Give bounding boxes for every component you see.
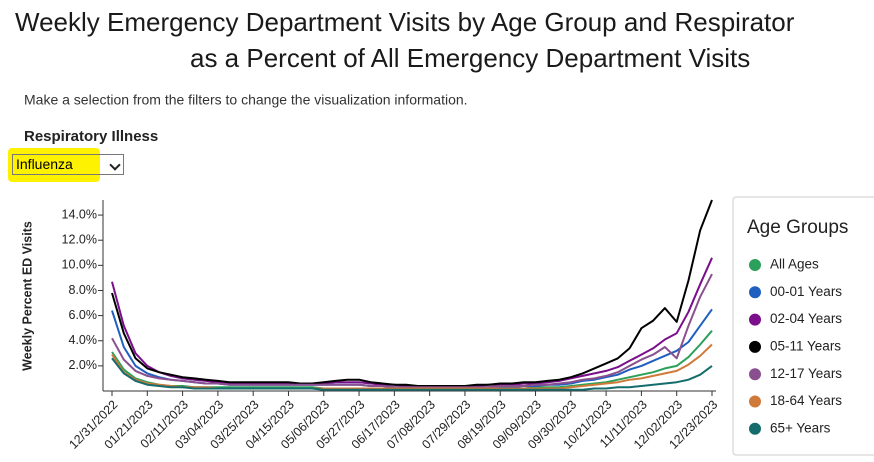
legend-label: 02-04 Years bbox=[770, 311, 842, 326]
legend-label: 65+ Years bbox=[770, 420, 831, 435]
filter-label: Respiratory Illness bbox=[24, 128, 158, 145]
series-line bbox=[111, 199, 713, 387]
illness-select[interactable]: Influenza bbox=[12, 154, 124, 175]
y-tick-label: 14.0% bbox=[62, 207, 97, 221]
instructions: Make a selection from the filters to cha… bbox=[24, 92, 468, 108]
legend-swatch bbox=[748, 367, 762, 382]
legend-box bbox=[732, 196, 874, 456]
legend-swatch bbox=[748, 339, 762, 354]
y-tick-label: 10.0% bbox=[62, 258, 97, 272]
select-value[interactable]: Influenza bbox=[16, 156, 73, 172]
legend-label: 18-64 Years bbox=[770, 393, 842, 408]
y-tick-label: 2.0% bbox=[69, 358, 98, 372]
legend-label: All Ages bbox=[770, 257, 819, 272]
series-line bbox=[111, 273, 713, 389]
legend-swatch bbox=[748, 258, 762, 272]
legend-swatch bbox=[748, 394, 762, 409]
legend-swatch bbox=[748, 421, 762, 436]
legend-swatch bbox=[748, 312, 762, 327]
y-tick-label: 12.0% bbox=[62, 233, 97, 247]
series-line bbox=[111, 308, 713, 389]
page-title: Weekly Emergency Department Visits by Ag… bbox=[15, 7, 795, 37]
page-subtitle: as a Percent of All Emergency Department… bbox=[190, 43, 750, 73]
series-line bbox=[111, 343, 713, 390]
series-line bbox=[111, 357, 713, 391]
legend-swatch bbox=[748, 285, 762, 300]
legend-label: 05-11 Years bbox=[770, 338, 841, 353]
y-tick-label: 4.0% bbox=[69, 333, 98, 347]
y-axis-label: Weekly Percent ED Visits bbox=[20, 221, 34, 371]
highlight bbox=[8, 148, 100, 182]
legend-label: 00-01 Years bbox=[770, 284, 842, 299]
y-tick-label: 8.0% bbox=[69, 283, 98, 297]
legend-label: 12-17 Years bbox=[770, 366, 842, 381]
select-chevron[interactable] bbox=[109, 159, 121, 171]
legend-title: Age Groups bbox=[747, 217, 848, 238]
series-line bbox=[111, 257, 713, 387]
y-tick-label: 6.0% bbox=[69, 308, 98, 322]
